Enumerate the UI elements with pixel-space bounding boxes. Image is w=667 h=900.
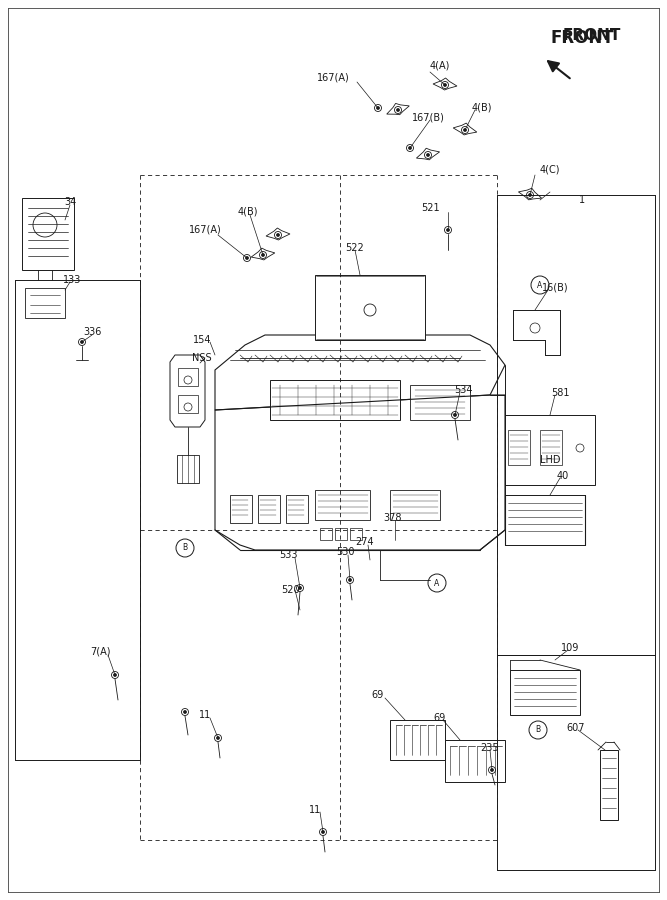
Text: A: A	[538, 281, 543, 290]
Bar	[410, 385, 470, 420]
Circle shape	[348, 579, 352, 581]
Circle shape	[81, 340, 83, 344]
Bar	[390, 720, 445, 760]
Text: 534: 534	[454, 385, 472, 395]
Bar	[508, 430, 530, 465]
Bar	[270, 380, 400, 420]
Circle shape	[426, 154, 430, 157]
Text: 4(C): 4(C)	[540, 165, 560, 175]
Circle shape	[454, 413, 456, 417]
Bar	[258, 495, 280, 523]
Bar	[505, 415, 595, 485]
Text: 133: 133	[63, 275, 81, 285]
Text: 521: 521	[421, 203, 440, 213]
Bar	[540, 430, 562, 465]
Text: 40: 40	[557, 471, 569, 481]
Text: 235: 235	[481, 743, 500, 753]
Circle shape	[245, 256, 249, 259]
Circle shape	[321, 831, 325, 833]
Bar	[286, 495, 308, 523]
Bar	[510, 670, 580, 715]
Text: 4(B): 4(B)	[237, 207, 258, 217]
Text: 378: 378	[384, 513, 402, 523]
Bar	[25, 288, 65, 318]
Circle shape	[113, 673, 117, 677]
Text: 154: 154	[193, 335, 211, 345]
Text: 530: 530	[336, 547, 354, 557]
Circle shape	[490, 769, 494, 771]
Text: LHD: LHD	[540, 455, 560, 465]
Text: 336: 336	[83, 327, 101, 337]
Circle shape	[261, 254, 265, 256]
Bar	[178, 368, 198, 386]
Text: 274: 274	[356, 537, 374, 547]
Text: FRONT: FRONT	[550, 29, 614, 47]
Text: NSS: NSS	[192, 353, 212, 363]
Circle shape	[277, 233, 279, 237]
Text: FRONT: FRONT	[563, 28, 621, 42]
Bar	[600, 750, 618, 820]
Bar	[350, 528, 362, 540]
Bar	[230, 495, 252, 523]
Circle shape	[444, 84, 446, 86]
Bar	[22, 198, 74, 270]
Text: 1: 1	[579, 195, 585, 205]
Circle shape	[396, 109, 400, 112]
Text: A: A	[434, 579, 440, 588]
Text: 69: 69	[372, 690, 384, 700]
Bar	[315, 490, 370, 520]
Text: 4(B): 4(B)	[472, 103, 492, 113]
Text: 167(A): 167(A)	[317, 73, 350, 83]
Text: 109: 109	[561, 643, 579, 653]
Circle shape	[408, 147, 412, 149]
Circle shape	[528, 194, 532, 196]
Text: 520: 520	[281, 585, 299, 595]
Bar	[445, 740, 505, 782]
Text: 11: 11	[199, 710, 211, 720]
Circle shape	[464, 129, 466, 131]
Circle shape	[183, 710, 187, 714]
Circle shape	[446, 229, 450, 231]
Text: B: B	[183, 544, 187, 553]
Bar	[390, 490, 440, 520]
Circle shape	[217, 736, 219, 740]
Circle shape	[376, 106, 380, 110]
Text: 581: 581	[551, 388, 569, 398]
Text: 34: 34	[64, 197, 76, 207]
Bar	[315, 275, 425, 340]
Text: 69: 69	[434, 713, 446, 723]
Text: 167(B): 167(B)	[412, 113, 444, 123]
Text: 11: 11	[309, 805, 321, 815]
Circle shape	[299, 587, 301, 590]
Bar	[320, 528, 332, 540]
Text: 4(A): 4(A)	[430, 60, 450, 70]
Bar	[335, 528, 347, 540]
Bar	[505, 495, 585, 545]
Text: 167(A): 167(A)	[189, 225, 221, 235]
Bar	[177, 455, 199, 483]
Text: 533: 533	[279, 550, 297, 560]
Text: 16(B): 16(B)	[542, 283, 568, 293]
Text: B: B	[536, 725, 540, 734]
Bar	[178, 395, 198, 413]
Text: 607: 607	[567, 723, 585, 733]
Text: 7(A): 7(A)	[90, 647, 110, 657]
Text: 522: 522	[346, 243, 364, 253]
